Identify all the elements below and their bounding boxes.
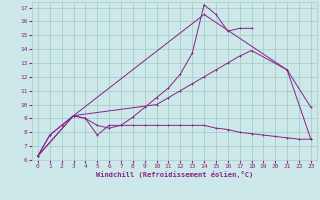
- X-axis label: Windchill (Refroidissement éolien,°C): Windchill (Refroidissement éolien,°C): [96, 171, 253, 178]
